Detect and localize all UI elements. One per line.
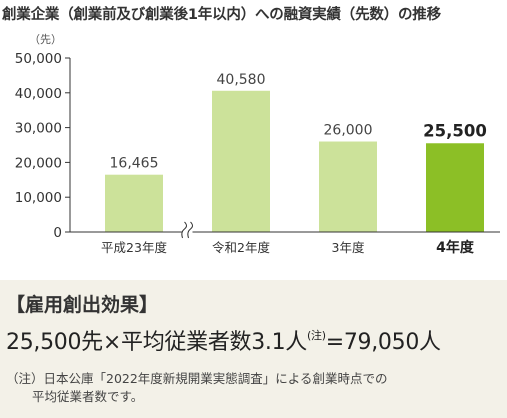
y-tick-label: 40,000 — [15, 86, 62, 102]
formula-note-mark: (注) — [307, 329, 326, 342]
footnote-line-2: 平均従業者数です。 — [32, 389, 144, 404]
bar-value-label: 26,000 — [324, 123, 373, 139]
x-category-label: 3年度 — [332, 240, 365, 255]
employment-effect-box: 【雇用創出効果】 25,500先×平均従業者数3.1人(注)=79,050人 （… — [0, 280, 507, 418]
bar-value-label: 16,465 — [110, 156, 159, 172]
y-tick-label: 10,000 — [15, 190, 62, 206]
x-category-label: 令和2年度 — [212, 240, 270, 255]
bar-value-label: 25,500 — [423, 121, 487, 140]
axis-break-gap — [182, 224, 193, 240]
y-axis-unit-label: （先） — [29, 33, 62, 46]
x-category-label: 平成23年度 — [101, 240, 167, 255]
bar — [426, 143, 484, 232]
effect-heading: 【雇用創出効果】 — [6, 294, 159, 316]
y-tick-label: 50,000 — [15, 51, 62, 67]
bar-chart: （先） 0 10,000 20,000 30,000 40,000 50,000 16,465… — [15, 33, 500, 256]
formula-main: 25,500先×平均従業者数3.1人 — [6, 330, 308, 355]
bar — [105, 174, 163, 232]
y-tick-label: 20,000 — [15, 155, 62, 171]
effect-formula: 25,500先×平均従業者数3.1人(注)=79,050人 — [6, 324, 441, 356]
bar — [212, 90, 270, 232]
axis-break-stroke-left — [181, 221, 187, 239]
y-tick-label: 30,000 — [15, 121, 62, 137]
bar — [319, 141, 377, 232]
axis-break-stroke-right — [187, 221, 193, 239]
bar-value-label: 40,580 — [217, 72, 266, 88]
chart-title: 創業企業（創業前及び創業後1年以内）への融資実績（先数）の推移 — [2, 7, 441, 23]
x-category-label: 4年度 — [436, 239, 475, 256]
y-tick-label: 0 — [53, 225, 62, 241]
formula-result: =79,050人 — [325, 330, 441, 355]
footnote-line-1: （注）日本公庫「2022年度新規開業実態調査」による創業時点での — [6, 371, 388, 386]
